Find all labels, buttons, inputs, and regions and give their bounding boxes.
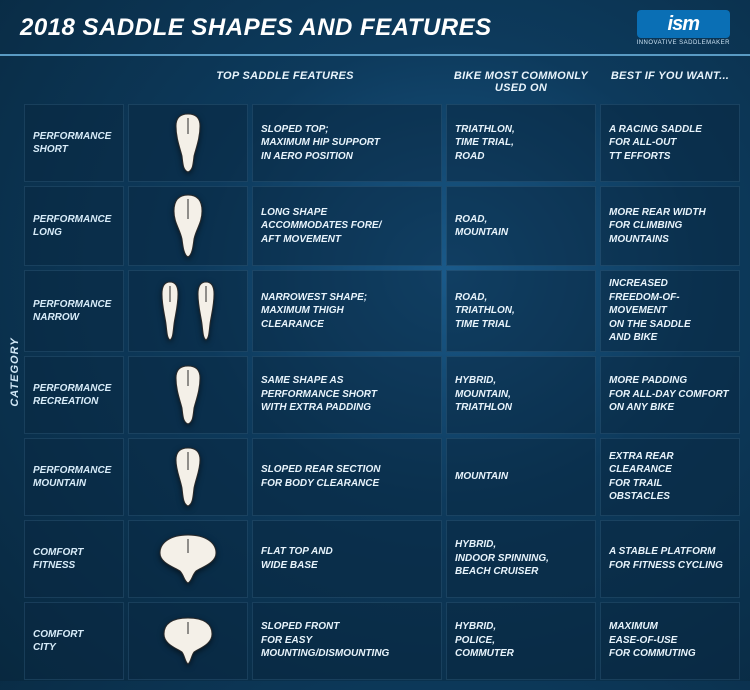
features-cell: NARROWEST SHAPE;MAXIMUM THIGHCLEARANCE	[252, 270, 442, 352]
chart-grid: CATEGORY TOP SADDLE FEATURES BIKE MOST C…	[0, 56, 750, 690]
logo-subtext: INNOVATIVE SADDLEMAKER	[637, 40, 730, 46]
bike-cell: HYBRID,MOUNTAIN,TRIATHLON	[446, 356, 596, 434]
saddle-shape-icon	[128, 356, 248, 434]
category-cell: PERFORMANCENARROW	[24, 270, 124, 352]
features-cell: SLOPED TOP;MAXIMUM HIP SUPPORTIN AERO PO…	[252, 104, 442, 182]
saddle-shape-icon	[128, 438, 248, 516]
features-cell: LONG SHAPEACCOMMODATES FORE/AFT MOVEMENT	[252, 186, 442, 266]
bike-cell: ROAD,TRIATHLON,TIME TRIAL	[446, 270, 596, 352]
features-cell: SAME SHAPE ASPERFORMANCE SHORTWITH EXTRA…	[252, 356, 442, 434]
header-top-features: TOP SADDLE FEATURES	[128, 64, 442, 100]
logo-text: ism	[637, 10, 730, 38]
best-if-cell: EXTRA REARCLEARANCEFOR TRAILOBSTACLES	[600, 438, 740, 516]
category-cell: COMFORTFITNESS	[24, 520, 124, 598]
features-cell: SLOPED REAR SECTIONFOR BODY CLEARANCE	[252, 438, 442, 516]
saddle-shape-icon	[128, 602, 248, 680]
best-if-cell: INCREASEDFREEDOM-OF-MOVEMENTON THE SADDL…	[600, 270, 740, 352]
category-cell: PERFORMANCEMOUNTAIN	[24, 438, 124, 516]
saddle-table: TOP SADDLE FEATURES BIKE MOST COMMONLY U…	[24, 64, 740, 680]
page-title: 2018 SADDLE SHAPES AND FEATURES	[20, 14, 492, 42]
category-cell: PERFORMANCERECREATION	[24, 356, 124, 434]
category-rail: CATEGORY	[6, 64, 24, 680]
bike-cell: MOUNTAIN	[446, 438, 596, 516]
bike-cell: HYBRID,POLICE,COMMUTER	[446, 602, 596, 680]
category-cell: COMFORTCITY	[24, 602, 124, 680]
saddle-shape-icon	[128, 186, 248, 266]
header-bike: BIKE MOST COMMONLY USED ON	[446, 64, 596, 100]
category-cell: PERFORMANCESHORT	[24, 104, 124, 182]
saddle-shape-icon	[128, 104, 248, 182]
header-spacer	[24, 64, 124, 100]
bike-cell: ROAD,MOUNTAIN	[446, 186, 596, 266]
best-if-cell: MAXIMUMEASE-OF-USEFOR COMMUTING	[600, 602, 740, 680]
features-cell: FLAT TOP ANDWIDE BASE	[252, 520, 442, 598]
saddle-shape-icon	[128, 270, 248, 352]
category-cell: PERFORMANCELONG	[24, 186, 124, 266]
brand-logo: ism INNOVATIVE SADDLEMAKER	[637, 10, 730, 46]
category-rail-label: CATEGORY	[9, 337, 21, 406]
best-if-cell: A RACING SADDLEFOR ALL-OUTTT EFFORTS	[600, 104, 740, 182]
features-cell: SLOPED FRONTFOR EASYMOUNTING/DISMOUNTING	[252, 602, 442, 680]
best-if-cell: A STABLE PLATFORMFOR FITNESS CYCLING	[600, 520, 740, 598]
best-if-cell: MORE REAR WIDTHFOR CLIMBINGMOUNTAINS	[600, 186, 740, 266]
bike-cell: HYBRID,INDOOR SPINNING,BEACH CRUISER	[446, 520, 596, 598]
best-if-cell: MORE PADDINGFOR ALL-DAY COMFORTON ANY BI…	[600, 356, 740, 434]
header-best-if: BEST IF YOU WANT...	[600, 64, 740, 100]
bike-cell: TRIATHLON,TIME TRIAL,ROAD	[446, 104, 596, 182]
title-bar: 2018 SADDLE SHAPES AND FEATURES ism INNO…	[0, 0, 750, 56]
saddle-shape-icon	[128, 520, 248, 598]
